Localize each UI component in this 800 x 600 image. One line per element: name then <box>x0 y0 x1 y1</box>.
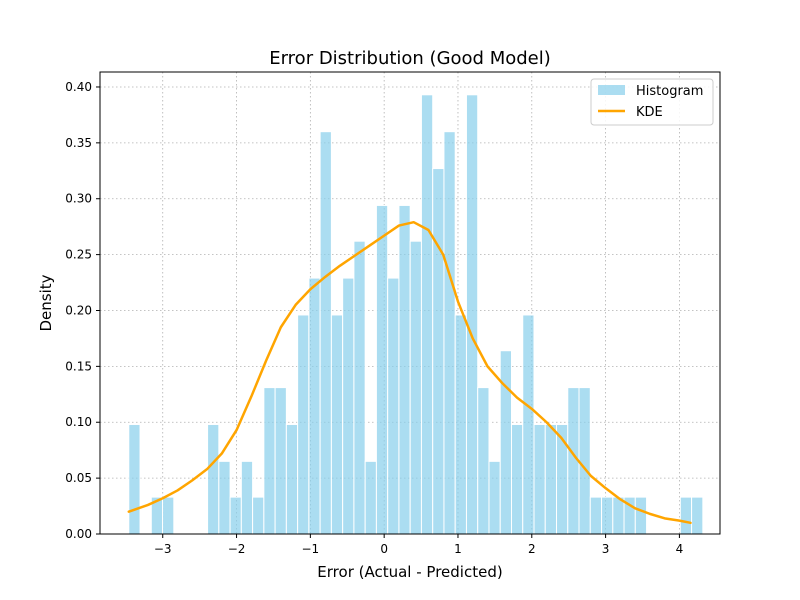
x-axis-ticks: −3 −2 −1 0 1 2 3 4 <box>154 534 683 556</box>
y-tick-label: 0.15 <box>65 359 92 373</box>
y-tick-label: 0.00 <box>65 527 92 541</box>
kde-curve <box>127 220 692 525</box>
y-tick-label: 0.35 <box>65 136 92 150</box>
x-tick-label: 4 <box>676 542 684 556</box>
histogram-bar <box>612 496 625 535</box>
histogram-bar <box>477 387 490 535</box>
histogram-bar <box>432 168 445 535</box>
histogram-bar <box>353 240 366 535</box>
histogram-bar <box>162 496 175 535</box>
x-tick-label: −2 <box>228 542 246 556</box>
y-tick-label: 0.30 <box>65 192 92 206</box>
chart-title: Error Distribution (Good Model) <box>269 48 551 69</box>
histogram-bar <box>218 460 231 535</box>
histogram-bar <box>510 423 524 535</box>
y-tick-label: 0.05 <box>65 471 92 485</box>
histogram-bar <box>274 387 287 535</box>
histogram-bar <box>319 131 332 535</box>
histogram-bar <box>308 277 321 535</box>
histogram-bar <box>387 277 400 535</box>
x-tick-label: −3 <box>154 542 172 556</box>
histogram-bar <box>544 423 558 535</box>
y-axis-ticks: 0.00 0.05 0.10 0.15 0.20 0.25 0.30 0.35 0.40 <box>65 80 100 541</box>
histogram-bar <box>488 460 501 535</box>
histogram-bar <box>285 423 299 535</box>
histogram-bar <box>522 314 535 535</box>
histogram-bar <box>229 496 242 535</box>
legend-histogram-label: Histogram <box>636 84 703 99</box>
legend: Histogram KDE <box>590 78 714 126</box>
x-tick-label: 3 <box>602 542 610 556</box>
histogram-bar <box>330 314 344 535</box>
histogram-bar <box>240 460 254 535</box>
histogram-bar <box>252 496 265 535</box>
y-tick-label: 0.10 <box>65 415 92 429</box>
plot-frame <box>99 71 721 535</box>
histogram-bar <box>420 94 434 535</box>
y-tick-label: 0.40 <box>65 80 92 94</box>
histogram-bar <box>375 204 389 535</box>
x-axis-label: Error (Actual - Predicted) <box>317 563 502 581</box>
histogram-bar <box>465 94 479 535</box>
histogram-bar <box>454 314 467 535</box>
histogram-bar <box>533 423 546 535</box>
histogram-bar <box>297 314 310 535</box>
histogram-bar <box>679 496 693 535</box>
histogram-bar <box>634 496 648 535</box>
x-tick-label: 1 <box>454 542 462 556</box>
histogram-bar <box>601 496 614 535</box>
histogram-bar <box>409 240 422 535</box>
histogram-bar <box>578 387 591 535</box>
histogram-bar <box>364 460 377 535</box>
x-tick-label: 0 <box>380 542 388 556</box>
histogram-bar <box>128 423 141 535</box>
y-tick-label: 0.20 <box>65 303 92 317</box>
histogram-bar <box>589 496 603 535</box>
legend-kde-label: KDE <box>636 105 663 120</box>
histogram-bar <box>207 423 220 535</box>
histogram-bar <box>398 204 411 535</box>
y-tick-label: 0.25 <box>65 248 92 262</box>
histogram-bar <box>443 131 456 535</box>
x-tick-label: 2 <box>528 542 536 556</box>
y-axis-label: Density <box>37 274 55 331</box>
histogram-bar <box>342 277 355 535</box>
histogram-bar <box>691 496 704 535</box>
kde-curve-group <box>127 220 692 525</box>
x-tick-label: −1 <box>302 542 320 556</box>
histogram-bar <box>499 350 512 535</box>
legend-histogram-swatch <box>598 85 625 95</box>
histogram-bar <box>263 387 276 535</box>
